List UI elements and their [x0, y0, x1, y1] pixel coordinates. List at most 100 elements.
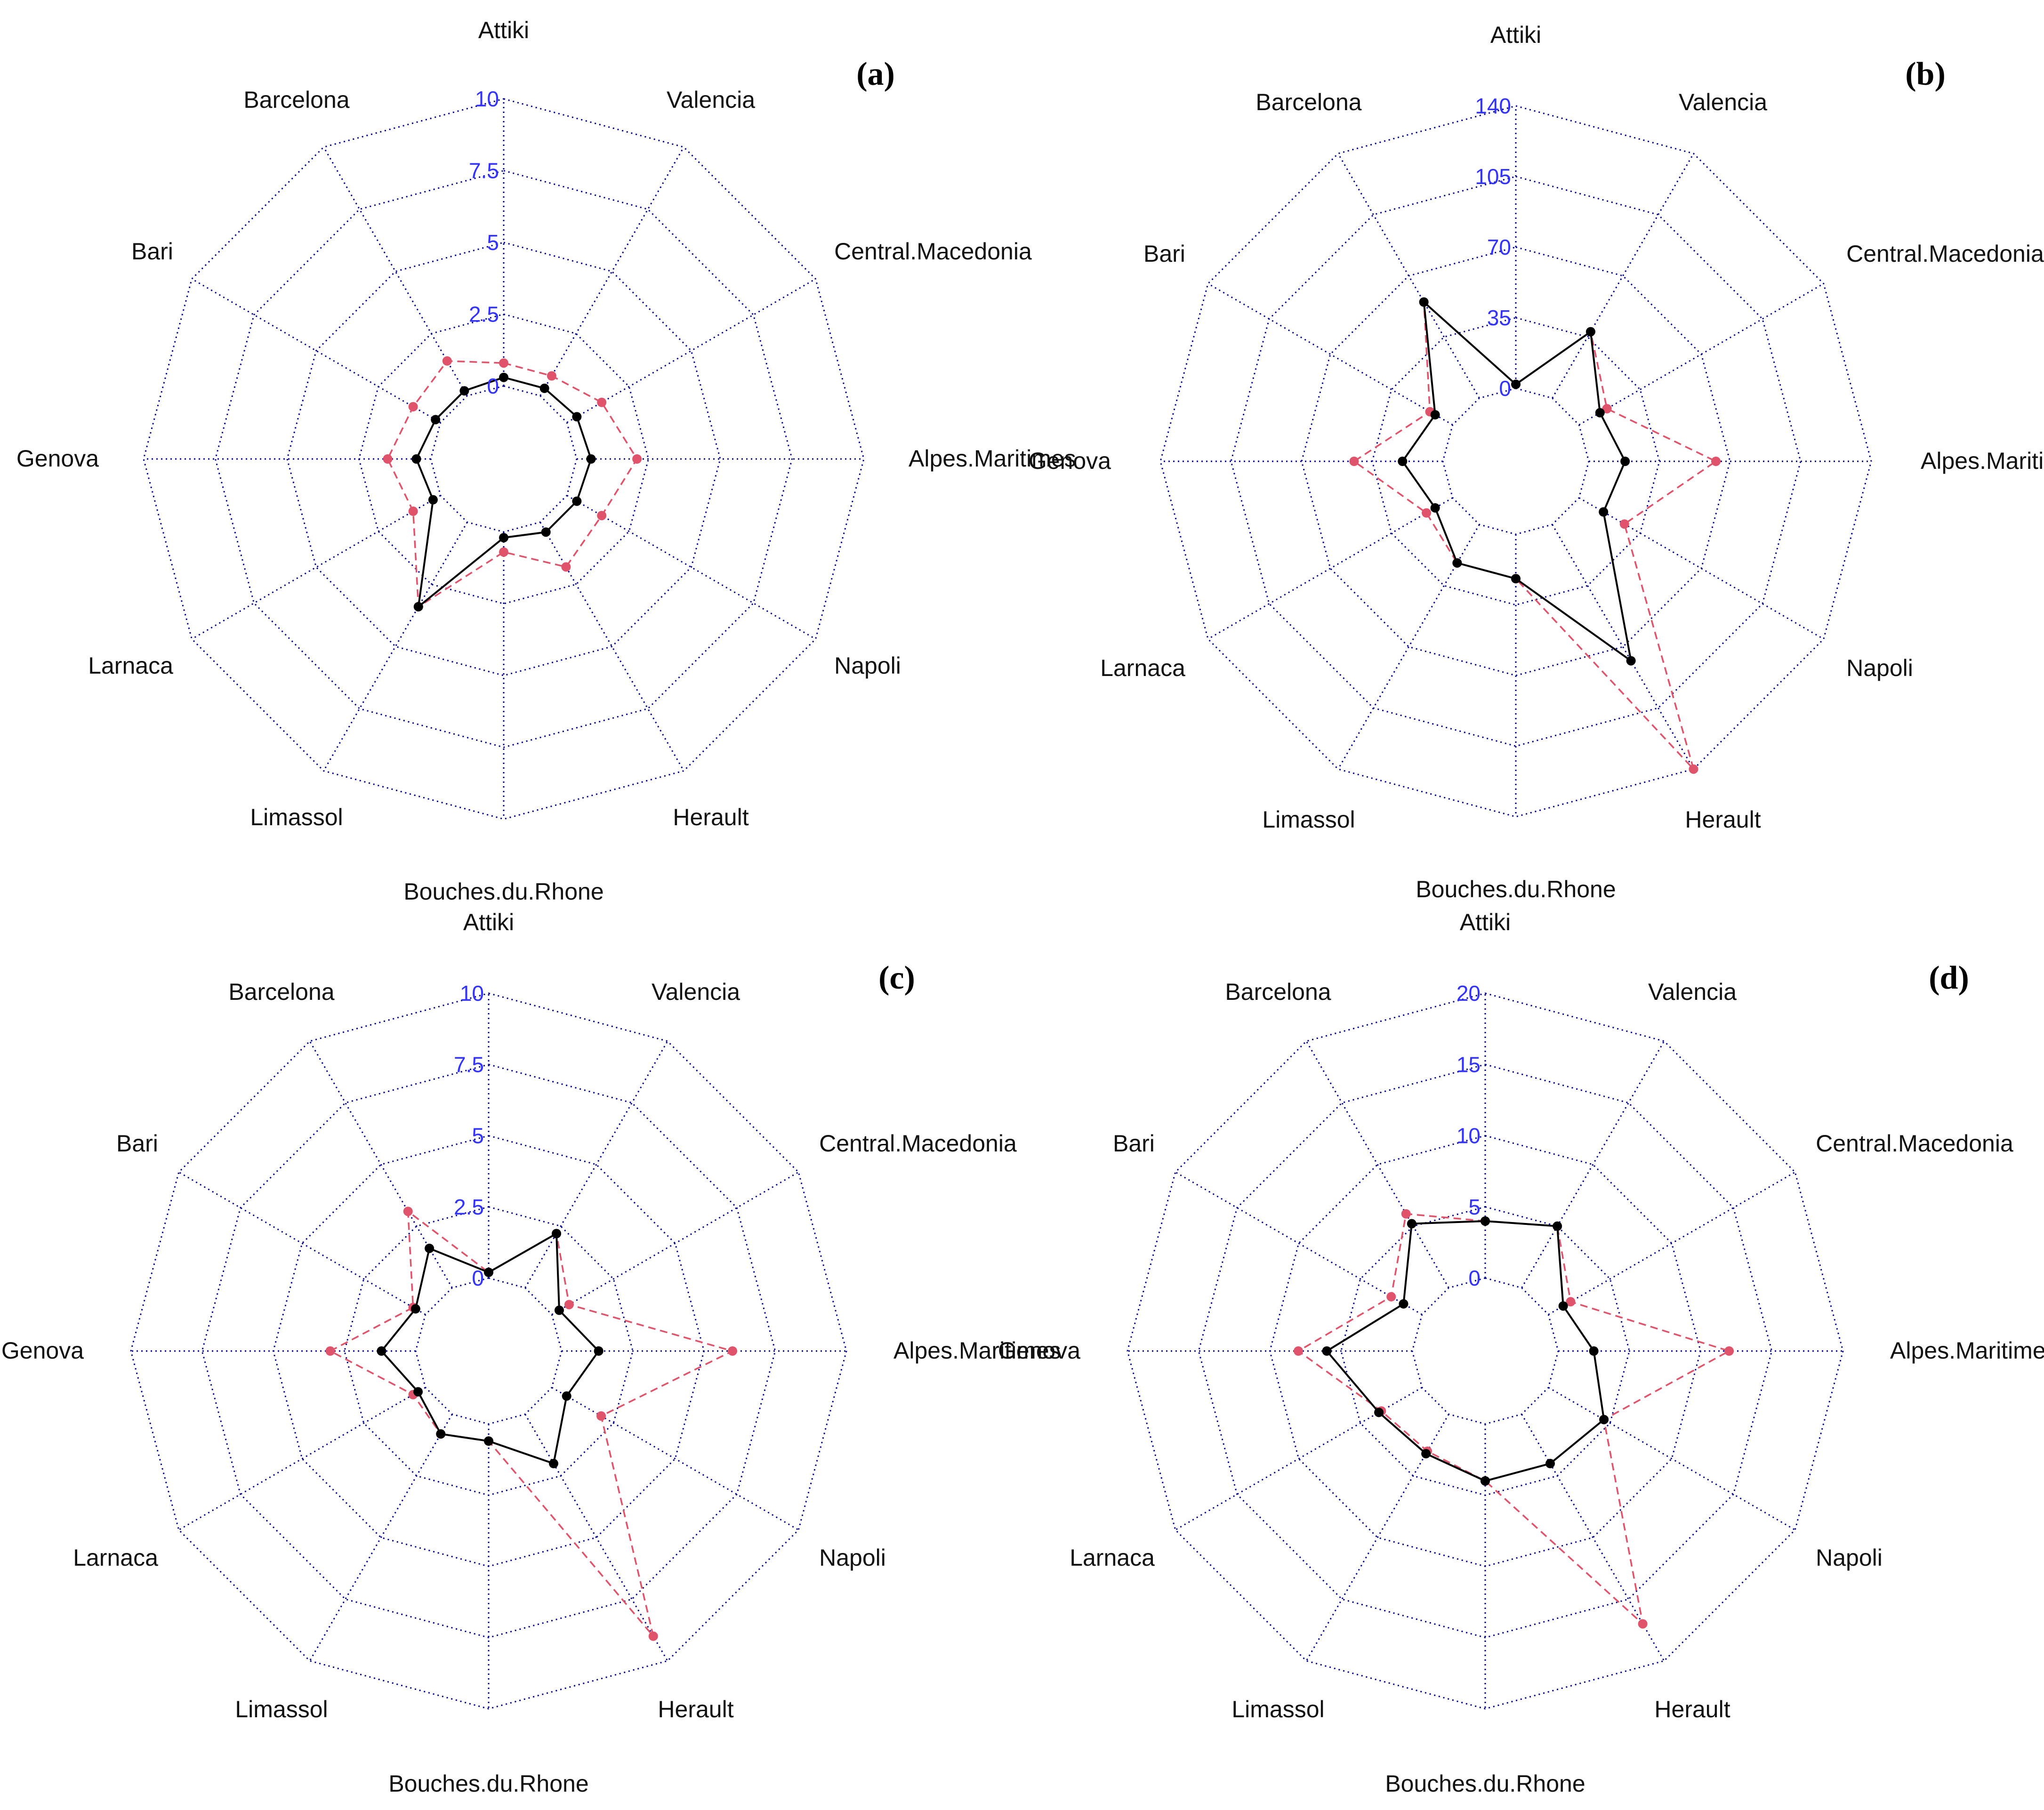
- grid-spoke: [323, 146, 468, 396]
- data-point-red: [325, 1346, 335, 1356]
- tick-label: 2.5: [454, 1195, 484, 1219]
- data-point-black: [549, 1459, 558, 1469]
- grid-spoke: [551, 1171, 799, 1315]
- category-label: Limassol: [235, 1696, 328, 1722]
- data-point-black: [1419, 297, 1429, 307]
- category-label: Barcelona: [1225, 979, 1331, 1005]
- grid-spoke: [524, 1414, 668, 1661]
- data-point-red: [1386, 1292, 1396, 1302]
- data-point-red: [1619, 519, 1629, 529]
- category-label: Bouches.du.Rhone: [403, 878, 604, 905]
- grid-ring: [201, 1063, 776, 1639]
- category-label: Bari: [116, 1130, 158, 1157]
- category-label: Bari: [131, 238, 173, 265]
- category-label: Herault: [658, 1696, 733, 1722]
- tick-label: 35: [1487, 306, 1511, 330]
- data-point-black: [484, 1267, 493, 1277]
- category-label: Barcelona: [1255, 89, 1361, 115]
- data-point-black: [1626, 656, 1636, 666]
- data-point-red: [403, 1207, 413, 1216]
- category-label: Napoli: [1846, 655, 1913, 681]
- grid-ring: [286, 241, 721, 676]
- category-label: Barcelona: [243, 87, 349, 113]
- tick-label: 70: [1487, 235, 1511, 259]
- grid-spoke: [191, 495, 441, 640]
- grid-ring: [1340, 1206, 1630, 1496]
- grid-ring: [1301, 246, 1731, 676]
- category-label: Limassol: [250, 804, 343, 830]
- grid-spoke: [1552, 153, 1694, 399]
- data-point-black: [572, 496, 582, 506]
- tick-label: 10: [475, 87, 499, 111]
- data-point-black: [1585, 327, 1595, 337]
- grid-spoke: [1207, 497, 1453, 640]
- data-point-red: [442, 356, 452, 366]
- data-point-red: [1294, 1346, 1303, 1356]
- data-point-black: [1430, 503, 1440, 513]
- series-line-black: [415, 376, 592, 609]
- data-point-red: [596, 1411, 606, 1421]
- category-label: Alpes.Maritimes: [893, 1337, 1061, 1364]
- data-point-red: [1566, 1297, 1576, 1307]
- grid-spoke: [178, 1171, 426, 1315]
- data-point-black: [499, 372, 508, 382]
- grid-spoke: [1548, 1387, 1795, 1531]
- panel-label: (d): [1929, 960, 1969, 996]
- data-point-red: [383, 454, 393, 464]
- category-label: Larnaca: [1070, 1545, 1155, 1571]
- grid-ring: [1198, 1063, 1773, 1639]
- data-point-black: [1545, 1459, 1555, 1469]
- data-point-red: [1724, 1346, 1734, 1356]
- data-point-red: [1422, 508, 1432, 518]
- data-point-black: [431, 415, 441, 425]
- category-label: Genova: [16, 445, 99, 472]
- grid-spoke: [1578, 283, 1824, 426]
- category-label: Larnaca: [1100, 655, 1185, 681]
- data-point-red: [648, 1631, 658, 1641]
- category-label: Herault: [1685, 806, 1761, 833]
- radar-panel-3: 0 2.5 5 7.5 10 Attiki Valencia Central.Macedoni…: [1, 909, 1061, 1797]
- grid-ring: [1159, 105, 1872, 818]
- category-label: Genova: [1029, 448, 1111, 474]
- category-label: Alpes.Maritimes: [909, 445, 1076, 472]
- data-point-black: [552, 1229, 562, 1239]
- tick-label: 15: [1457, 1052, 1481, 1077]
- data-point-black: [1511, 574, 1521, 584]
- data-point-black: [1481, 1216, 1490, 1226]
- grid-ring: [214, 169, 793, 748]
- category-label: Barcelona: [228, 979, 334, 1005]
- tick-label: 7.5: [454, 1052, 484, 1077]
- data-point-black: [1430, 410, 1440, 420]
- data-point-black: [1398, 457, 1408, 466]
- grid-spoke: [178, 1387, 426, 1531]
- tick-label: 105: [1475, 164, 1511, 189]
- data-point-red: [408, 507, 418, 516]
- data-point-red: [547, 371, 556, 381]
- tick-label: 0: [1499, 376, 1511, 401]
- category-label: Bari: [1143, 241, 1185, 267]
- category-label: Central.Macedonia: [819, 1130, 1017, 1157]
- tick-label: 140: [1475, 94, 1511, 118]
- category-label: Genova: [1, 1337, 84, 1364]
- data-point-black: [484, 1436, 493, 1446]
- grid-spoke: [1305, 1041, 1449, 1288]
- grid-spoke: [1521, 1041, 1665, 1288]
- category-label: Napoli: [1816, 1545, 1883, 1571]
- data-point-red: [1711, 457, 1721, 466]
- series-line-black: [1401, 299, 1633, 663]
- grid-spoke: [539, 146, 684, 396]
- data-point-black: [541, 527, 551, 537]
- data-point-black: [562, 1391, 571, 1401]
- data-point-red: [564, 1300, 574, 1310]
- tick-label: 5: [487, 230, 499, 255]
- grid-spoke: [191, 278, 441, 423]
- radar-panel-2: 0 35 70 105 140 Attiki Valencia Central.Macedon…: [1029, 22, 2044, 902]
- data-point-black: [1589, 1346, 1599, 1356]
- data-point-black: [1553, 1221, 1562, 1231]
- data-point-black: [377, 1346, 386, 1356]
- data-point-black: [1374, 1408, 1384, 1417]
- grid-ring: [143, 98, 865, 820]
- grid-ring: [415, 1277, 563, 1425]
- data-point-red: [499, 547, 508, 557]
- data-point-black: [499, 533, 508, 543]
